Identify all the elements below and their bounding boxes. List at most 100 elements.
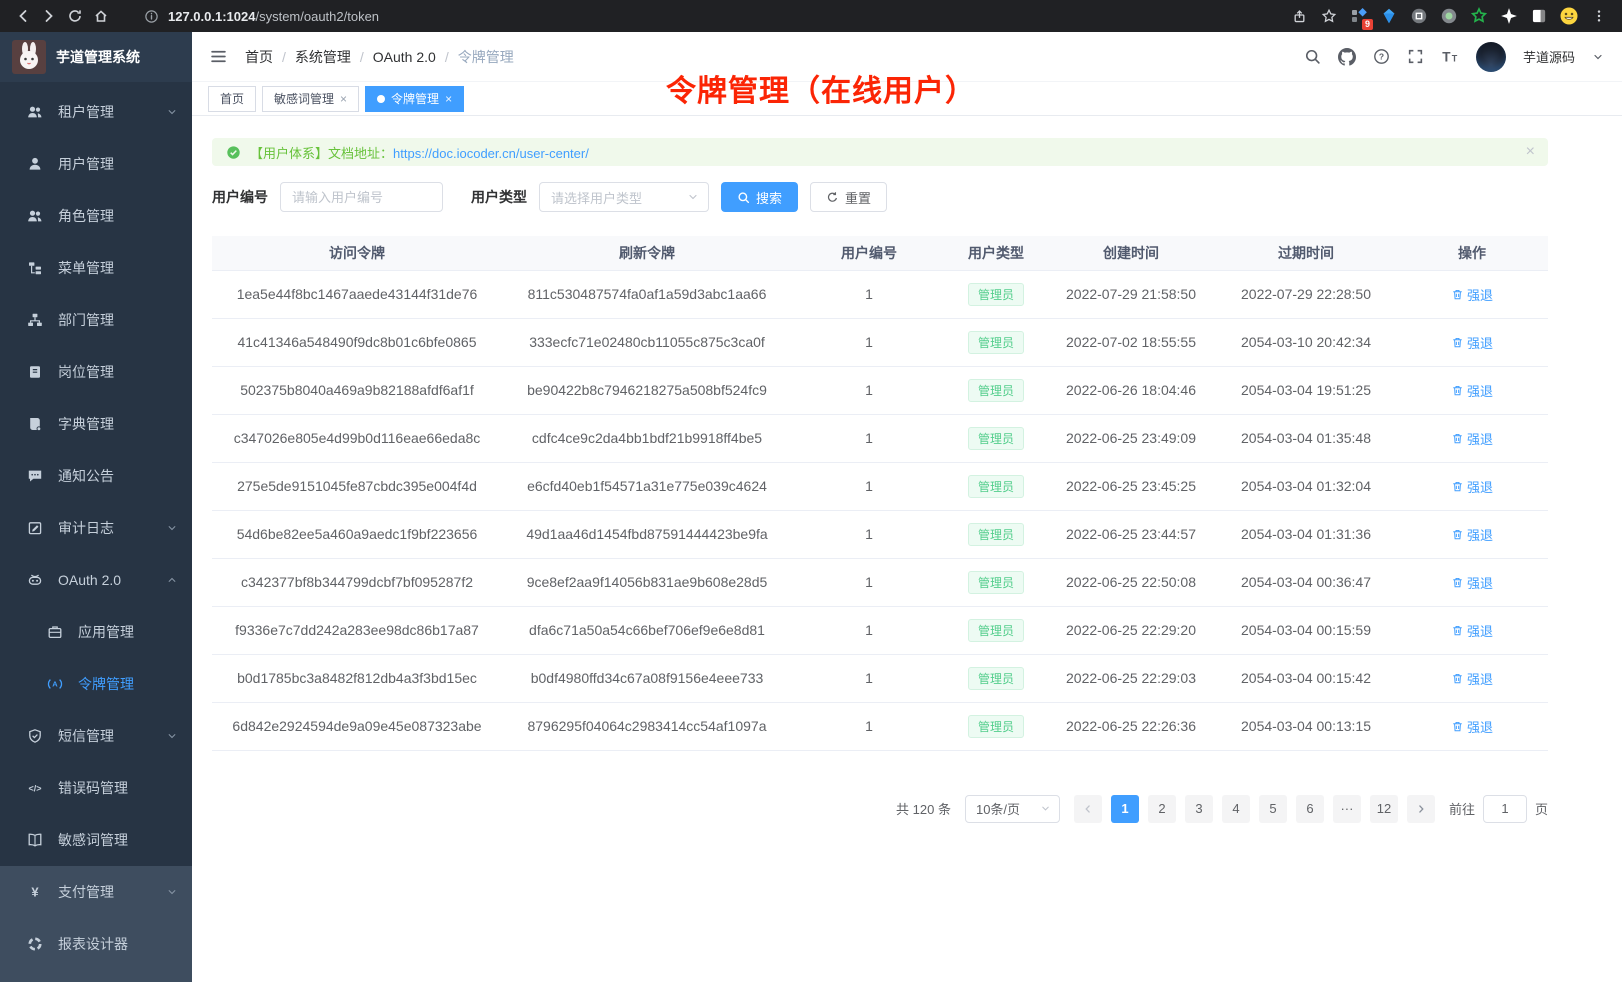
user-id-input[interactable]	[280, 182, 443, 212]
force-logout-button[interactable]: 强退	[1451, 381, 1493, 400]
force-logout-button[interactable]: 强退	[1451, 717, 1493, 736]
sidebar-item-pay[interactable]: ¥ 支付管理	[0, 866, 192, 918]
user-id-cell: 1	[792, 654, 946, 703]
breadcrumb-item[interactable]: 系统管理	[294, 48, 351, 65]
page-button-2[interactable]: 2	[1147, 794, 1176, 823]
access-token-cell: f9336e7c7dd242a283ee98dc86b17a87	[212, 606, 502, 655]
page-buttons: 1 2 3 4 5 6 ··· 12	[1073, 794, 1435, 823]
profile-avatar-emoji[interactable]	[1556, 3, 1582, 29]
help-icon[interactable]: ?	[1373, 48, 1390, 65]
user-type-cell: 管理员	[946, 654, 1046, 703]
username[interactable]: 芋道源码	[1522, 50, 1575, 65]
page-button-5[interactable]: 5	[1258, 794, 1287, 823]
extension-green-star-icon[interactable]	[1466, 3, 1492, 29]
action-cell: 强退	[1396, 702, 1548, 751]
sidebar-item-oauth2-token[interactable]: A 令牌管理	[0, 658, 192, 710]
prev-page-button[interactable]	[1073, 794, 1102, 823]
browser-menu-kebab-icon[interactable]	[1586, 3, 1612, 29]
chevron-down-icon[interactable]	[1592, 51, 1604, 63]
fullscreen-icon[interactable]	[1407, 48, 1424, 65]
tab-首页[interactable]: 首页	[208, 85, 257, 112]
sidebar-collapse-icon[interactable]	[210, 48, 227, 65]
tab-敏感词管理[interactable]: 敏感词管理 ×	[262, 85, 360, 112]
page-button-12[interactable]: 12	[1369, 794, 1398, 823]
page-size-select[interactable]: 10条/页	[964, 794, 1060, 823]
access-token-cell: 502375b8040a469a9b82188afdf6af1f	[212, 366, 502, 415]
sidebar-item-role[interactable]: 角色管理	[0, 190, 192, 242]
reset-button[interactable]: 重置	[810, 182, 888, 212]
sidebar-item-sensitive[interactable]: 敏感词管理	[0, 814, 192, 866]
search-button[interactable]: 搜索	[721, 182, 799, 212]
sidebar-item-notice[interactable]: 通知公告	[0, 450, 192, 502]
force-logout-button[interactable]: 强退	[1451, 285, 1493, 304]
sidebar-item-oauth2-app[interactable]: 应用管理	[0, 606, 192, 658]
page-button-1[interactable]: 1	[1110, 794, 1139, 823]
extension-command-icon[interactable]	[1406, 3, 1432, 29]
force-logout-button[interactable]: 强退	[1451, 525, 1493, 544]
reload-icon[interactable]	[62, 3, 88, 29]
tab-令牌管理[interactable]: 令牌管理 ×	[365, 85, 465, 112]
next-page-button[interactable]	[1406, 794, 1435, 823]
sidebar-item-sms[interactable]: 短信管理	[0, 710, 192, 762]
force-logout-button[interactable]: 强退	[1451, 429, 1493, 448]
sidebar-item-tenant[interactable]: 租户管理	[0, 86, 192, 138]
sidebar-item-errcode[interactable]: </> 错误码管理	[0, 762, 192, 814]
address-bar[interactable]: 127.0.0.1:1024/system/oauth2/token	[144, 9, 379, 24]
force-logout-button[interactable]: 强退	[1451, 333, 1493, 352]
tab-close-icon[interactable]: ×	[340, 91, 348, 106]
access-token-cell: 1ea5e44f8bc1467aaede43144f31de76	[212, 270, 502, 319]
page-button-3[interactable]: 3	[1184, 794, 1213, 823]
page-ellipsis-button[interactable]: ···	[1332, 794, 1361, 823]
sidebar-item-post[interactable]: 岗位管理	[0, 346, 192, 398]
user-type-select[interactable]: 请选择用户类型	[539, 182, 709, 212]
sidebar-item-dict[interactable]: 字典管理	[0, 398, 192, 450]
force-logout-button[interactable]: 强退	[1451, 477, 1493, 496]
tab-close-icon[interactable]: ×	[445, 91, 453, 106]
site-info-icon[interactable]	[144, 9, 159, 24]
share-icon[interactable]	[1286, 3, 1312, 29]
app-logo[interactable]: 芋道管理系统	[0, 32, 192, 82]
sidebar-item-dept[interactable]: 部门管理	[0, 294, 192, 346]
chevron-up-icon	[166, 574, 178, 586]
extension-grid-icon[interactable]: 9	[1346, 3, 1373, 30]
sidebar-toggle-icon[interactable]	[1526, 3, 1552, 29]
bookmark-star-icon[interactable]	[1316, 3, 1342, 29]
doc-link[interactable]: https://doc.iocoder.cn/user-center/	[393, 145, 589, 161]
total-count: 共 120 条	[896, 802, 951, 817]
breadcrumb-item[interactable]: 首页	[245, 48, 273, 65]
back-icon[interactable]	[10, 3, 36, 29]
svg-text:?: ?	[1379, 52, 1384, 62]
expires-at-cell: 2054-03-04 01:35:48	[1216, 414, 1396, 463]
sidebar-item-oauth2[interactable]: OAuth 2.0	[0, 554, 192, 606]
search-icon[interactable]	[1304, 48, 1321, 65]
shield-icon	[26, 728, 44, 744]
access-token-cell: 54d6be82ee5a460a9aedc1f9bf223656	[212, 510, 502, 559]
sidebar-item-menu[interactable]: 菜单管理	[0, 242, 192, 294]
user-id-cell: 1	[792, 462, 946, 511]
sidebar-item-audit[interactable]: 审计日志	[0, 502, 192, 554]
created-at-cell: 2022-07-02 18:55:55	[1046, 318, 1216, 367]
extension-pinwheel-icon[interactable]	[1496, 3, 1522, 29]
extension-record-icon[interactable]	[1436, 3, 1462, 29]
page-button-4[interactable]: 4	[1221, 794, 1250, 823]
home-icon[interactable]	[88, 3, 114, 29]
goto-page-input[interactable]	[1482, 794, 1527, 823]
force-logout-button[interactable]: 强退	[1451, 573, 1493, 592]
page-button-6[interactable]: 6	[1295, 794, 1324, 823]
force-logout-button[interactable]: 强退	[1451, 669, 1493, 688]
alert-close-icon[interactable]: ×	[1525, 143, 1535, 160]
app-title: 芋道管理系统	[56, 49, 140, 65]
force-logout-button[interactable]: 强退	[1451, 621, 1493, 640]
sidebar-item-report[interactable]: 报表设计器	[0, 918, 192, 970]
access-token-cell: 41c41346a548490f9dc8b01c6bfe0865	[212, 318, 502, 367]
forward-icon[interactable]	[36, 3, 62, 29]
table-row: c342377bf8b344799dcbf7bf095287f2 9ce8ef2a…	[212, 558, 1548, 607]
breadcrumb-item[interactable]: OAuth 2.0	[372, 48, 436, 65]
github-icon[interactable]	[1337, 47, 1356, 66]
created-at-cell: 2022-06-25 22:26:36	[1046, 702, 1216, 751]
extension-gem-icon[interactable]	[1376, 3, 1402, 29]
user-avatar[interactable]	[1475, 41, 1506, 72]
sidebar-item-user[interactable]: 用户管理	[0, 138, 192, 190]
